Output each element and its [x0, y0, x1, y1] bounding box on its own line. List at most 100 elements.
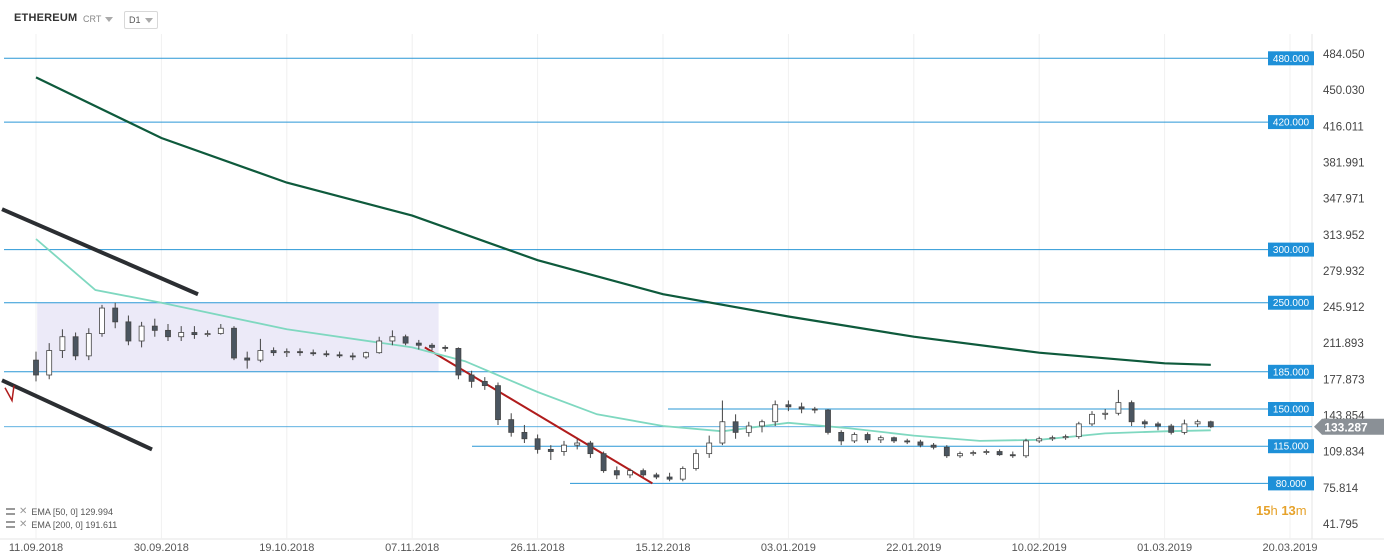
indicator-settings-icon[interactable] — [6, 521, 15, 528]
candle-body — [996, 451, 1003, 456]
candle-body — [231, 327, 237, 359]
candle-body — [165, 329, 171, 338]
candle-body — [178, 332, 185, 338]
x-tick-label: 20.03.2019 — [1262, 542, 1317, 554]
candle-body — [825, 409, 831, 433]
candle-body — [838, 431, 845, 442]
candle-body — [666, 476, 673, 480]
candle-body — [495, 385, 501, 421]
y-tick-label: 177.873 — [1323, 374, 1365, 386]
timer-minutes-unit: m — [1295, 503, 1307, 518]
candle-body — [1181, 423, 1188, 433]
candle-body — [389, 336, 396, 342]
timer-hours: 15 — [1256, 503, 1271, 518]
candle-body — [851, 434, 858, 442]
y-tick-label: 347.971 — [1323, 194, 1365, 206]
candle-body — [613, 470, 620, 476]
x-tick-label: 26.11.2018 — [510, 542, 564, 554]
candle-body — [191, 332, 198, 336]
candle-body — [508, 419, 515, 433]
candle-body — [33, 359, 39, 376]
candle-body — [957, 453, 963, 457]
indicator-ema50[interactable]: ✕ EMA [50, 0] 129.994 — [6, 506, 113, 517]
chart-type-label: CRT — [83, 14, 102, 24]
candle-body — [125, 321, 132, 342]
candle-body — [1207, 421, 1214, 428]
candle-body — [547, 448, 554, 452]
level-label: 420.000 — [1273, 118, 1310, 129]
candle-body — [587, 442, 594, 455]
candle-countdown: 15h 13m — [1256, 503, 1307, 518]
candle-body — [798, 406, 805, 410]
candle-body — [46, 350, 53, 376]
candle-body — [112, 307, 119, 323]
timeframe-label: D1 — [129, 15, 141, 25]
level-badge — [1268, 476, 1314, 491]
candle-body — [943, 446, 950, 457]
indicator-settings-icon[interactable] — [6, 508, 15, 515]
candle-body — [1009, 454, 1016, 457]
chart-toolbar: ETHEREUM CRT D1 — [0, 0, 1384, 34]
candle-body — [1062, 436, 1069, 439]
candle-body — [1194, 421, 1201, 425]
timeframe-dropdown[interactable]: D1 — [124, 11, 158, 29]
y-tick-label: 109.834 — [1323, 447, 1365, 459]
level-badge — [1268, 364, 1314, 379]
y-tick-label: 313.952 — [1323, 230, 1365, 242]
candle-body — [521, 431, 528, 440]
candle-body — [217, 327, 224, 334]
symbol-label: ETHEREUM — [14, 12, 78, 24]
candle-body — [336, 354, 343, 357]
level-badge — [1268, 51, 1314, 66]
x-tick-label: 22.01.2019 — [886, 542, 941, 554]
candle-body — [891, 437, 897, 442]
downtrend-line — [424, 346, 653, 485]
close-icon[interactable]: ✕ — [19, 519, 28, 530]
close-icon[interactable]: ✕ — [19, 506, 28, 517]
y-tick-label: 381.991 — [1323, 157, 1365, 169]
candle-body — [1023, 440, 1029, 457]
candle-body — [442, 346, 449, 349]
candle-body — [785, 404, 792, 408]
range-box — [37, 302, 439, 372]
indicator-label: EMA [50, 0] 129.994 — [31, 506, 113, 517]
candle-body — [877, 437, 884, 441]
x-tick-label: 07.11.2018 — [385, 542, 439, 554]
x-tick-label: 10.02.2019 — [1012, 542, 1067, 554]
y-tick-label: 211.893 — [1323, 338, 1364, 350]
candle-body — [917, 441, 924, 446]
candle-body — [323, 353, 330, 356]
x-tick-label: 01.03.2019 — [1137, 542, 1192, 554]
candle-body — [85, 333, 92, 357]
candle-body — [1089, 413, 1095, 425]
candle-body — [534, 438, 541, 450]
y-tick-label: 245.912 — [1323, 302, 1365, 314]
candle-body — [732, 421, 739, 433]
candle-body — [759, 421, 765, 427]
candle-body — [706, 442, 713, 455]
y-tick-label: 41.795 — [1323, 519, 1358, 531]
candle-body — [270, 350, 277, 354]
level-label: 115.000 — [1273, 442, 1309, 453]
candle-body — [561, 444, 567, 452]
candle-body — [72, 336, 79, 357]
indicator-ema200[interactable]: ✕ EMA [200, 0] 191.611 — [6, 519, 117, 530]
candle-body — [151, 325, 158, 331]
candle-body — [283, 351, 290, 354]
candle-body — [864, 434, 871, 441]
x-tick-label: 19.10.2018 — [259, 542, 314, 554]
candle-body — [1049, 437, 1056, 440]
timer-hours-unit: h — [1270, 503, 1278, 518]
chart-type-dropdown[interactable]: CRT — [83, 11, 114, 27]
channel-line-lower — [1, 378, 153, 452]
level-badge — [1268, 295, 1314, 310]
y-tick-label: 450.030 — [1323, 85, 1365, 97]
candle-body — [772, 404, 779, 423]
chevron-down-icon — [144, 17, 153, 23]
candle-body — [244, 357, 251, 361]
candle-body — [59, 336, 66, 351]
candle-body — [1102, 412, 1109, 415]
candle-body — [415, 342, 422, 346]
last-price-label: 133.287 — [1324, 420, 1368, 434]
